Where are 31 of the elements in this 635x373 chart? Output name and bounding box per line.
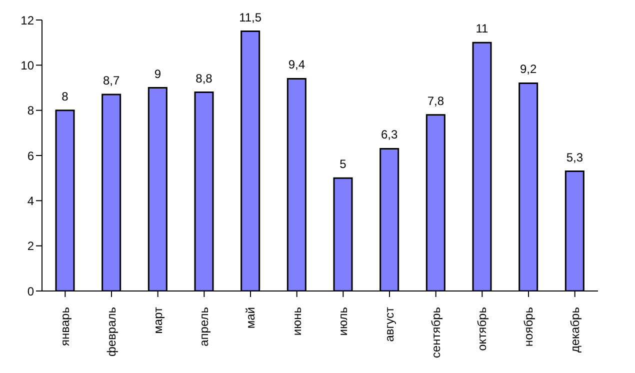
data-label: 9,4 [288,58,306,72]
data-label: 11 [476,22,489,36]
data-label: 6,3 [380,128,398,142]
y-tick-label: 10 [20,58,34,72]
x-tick-label: январь [58,307,72,346]
y-tick-label: 6 [27,148,34,163]
data-label: 9 [154,66,162,81]
data-label: 8 [62,89,69,104]
data-label: 8,8 [196,71,213,86]
x-tick-label: сентябрь [428,307,443,358]
x-tick-label: июнь [290,307,304,336]
x-tick-label: ноябрь [522,307,536,347]
x-tick-label: июль [336,307,350,336]
data-label: 9,2 [520,62,537,76]
x-tick-label: октябрь [475,307,490,351]
data-label: 8,7 [102,74,120,88]
data-label: 11,5 [239,10,262,24]
x-tick-label: февраль [104,307,118,357]
x-tick-label: август [382,306,396,342]
y-tick-label: 8 [27,104,34,118]
y-tick-label: 2 [27,239,34,254]
data-label: 5 [340,157,347,172]
x-tick-label: апрель [197,307,212,346]
x-tick-label: декабрь [568,307,582,353]
data-label: 5,3 [566,150,584,164]
y-tick-label: 0 [27,284,34,298]
y-tick-label: 4 [27,194,34,208]
x-tick-label: март [150,306,165,334]
y-tick-label: 12 [20,13,34,28]
data-label: 7,8 [427,94,444,108]
x-tick-label: май [244,307,258,329]
